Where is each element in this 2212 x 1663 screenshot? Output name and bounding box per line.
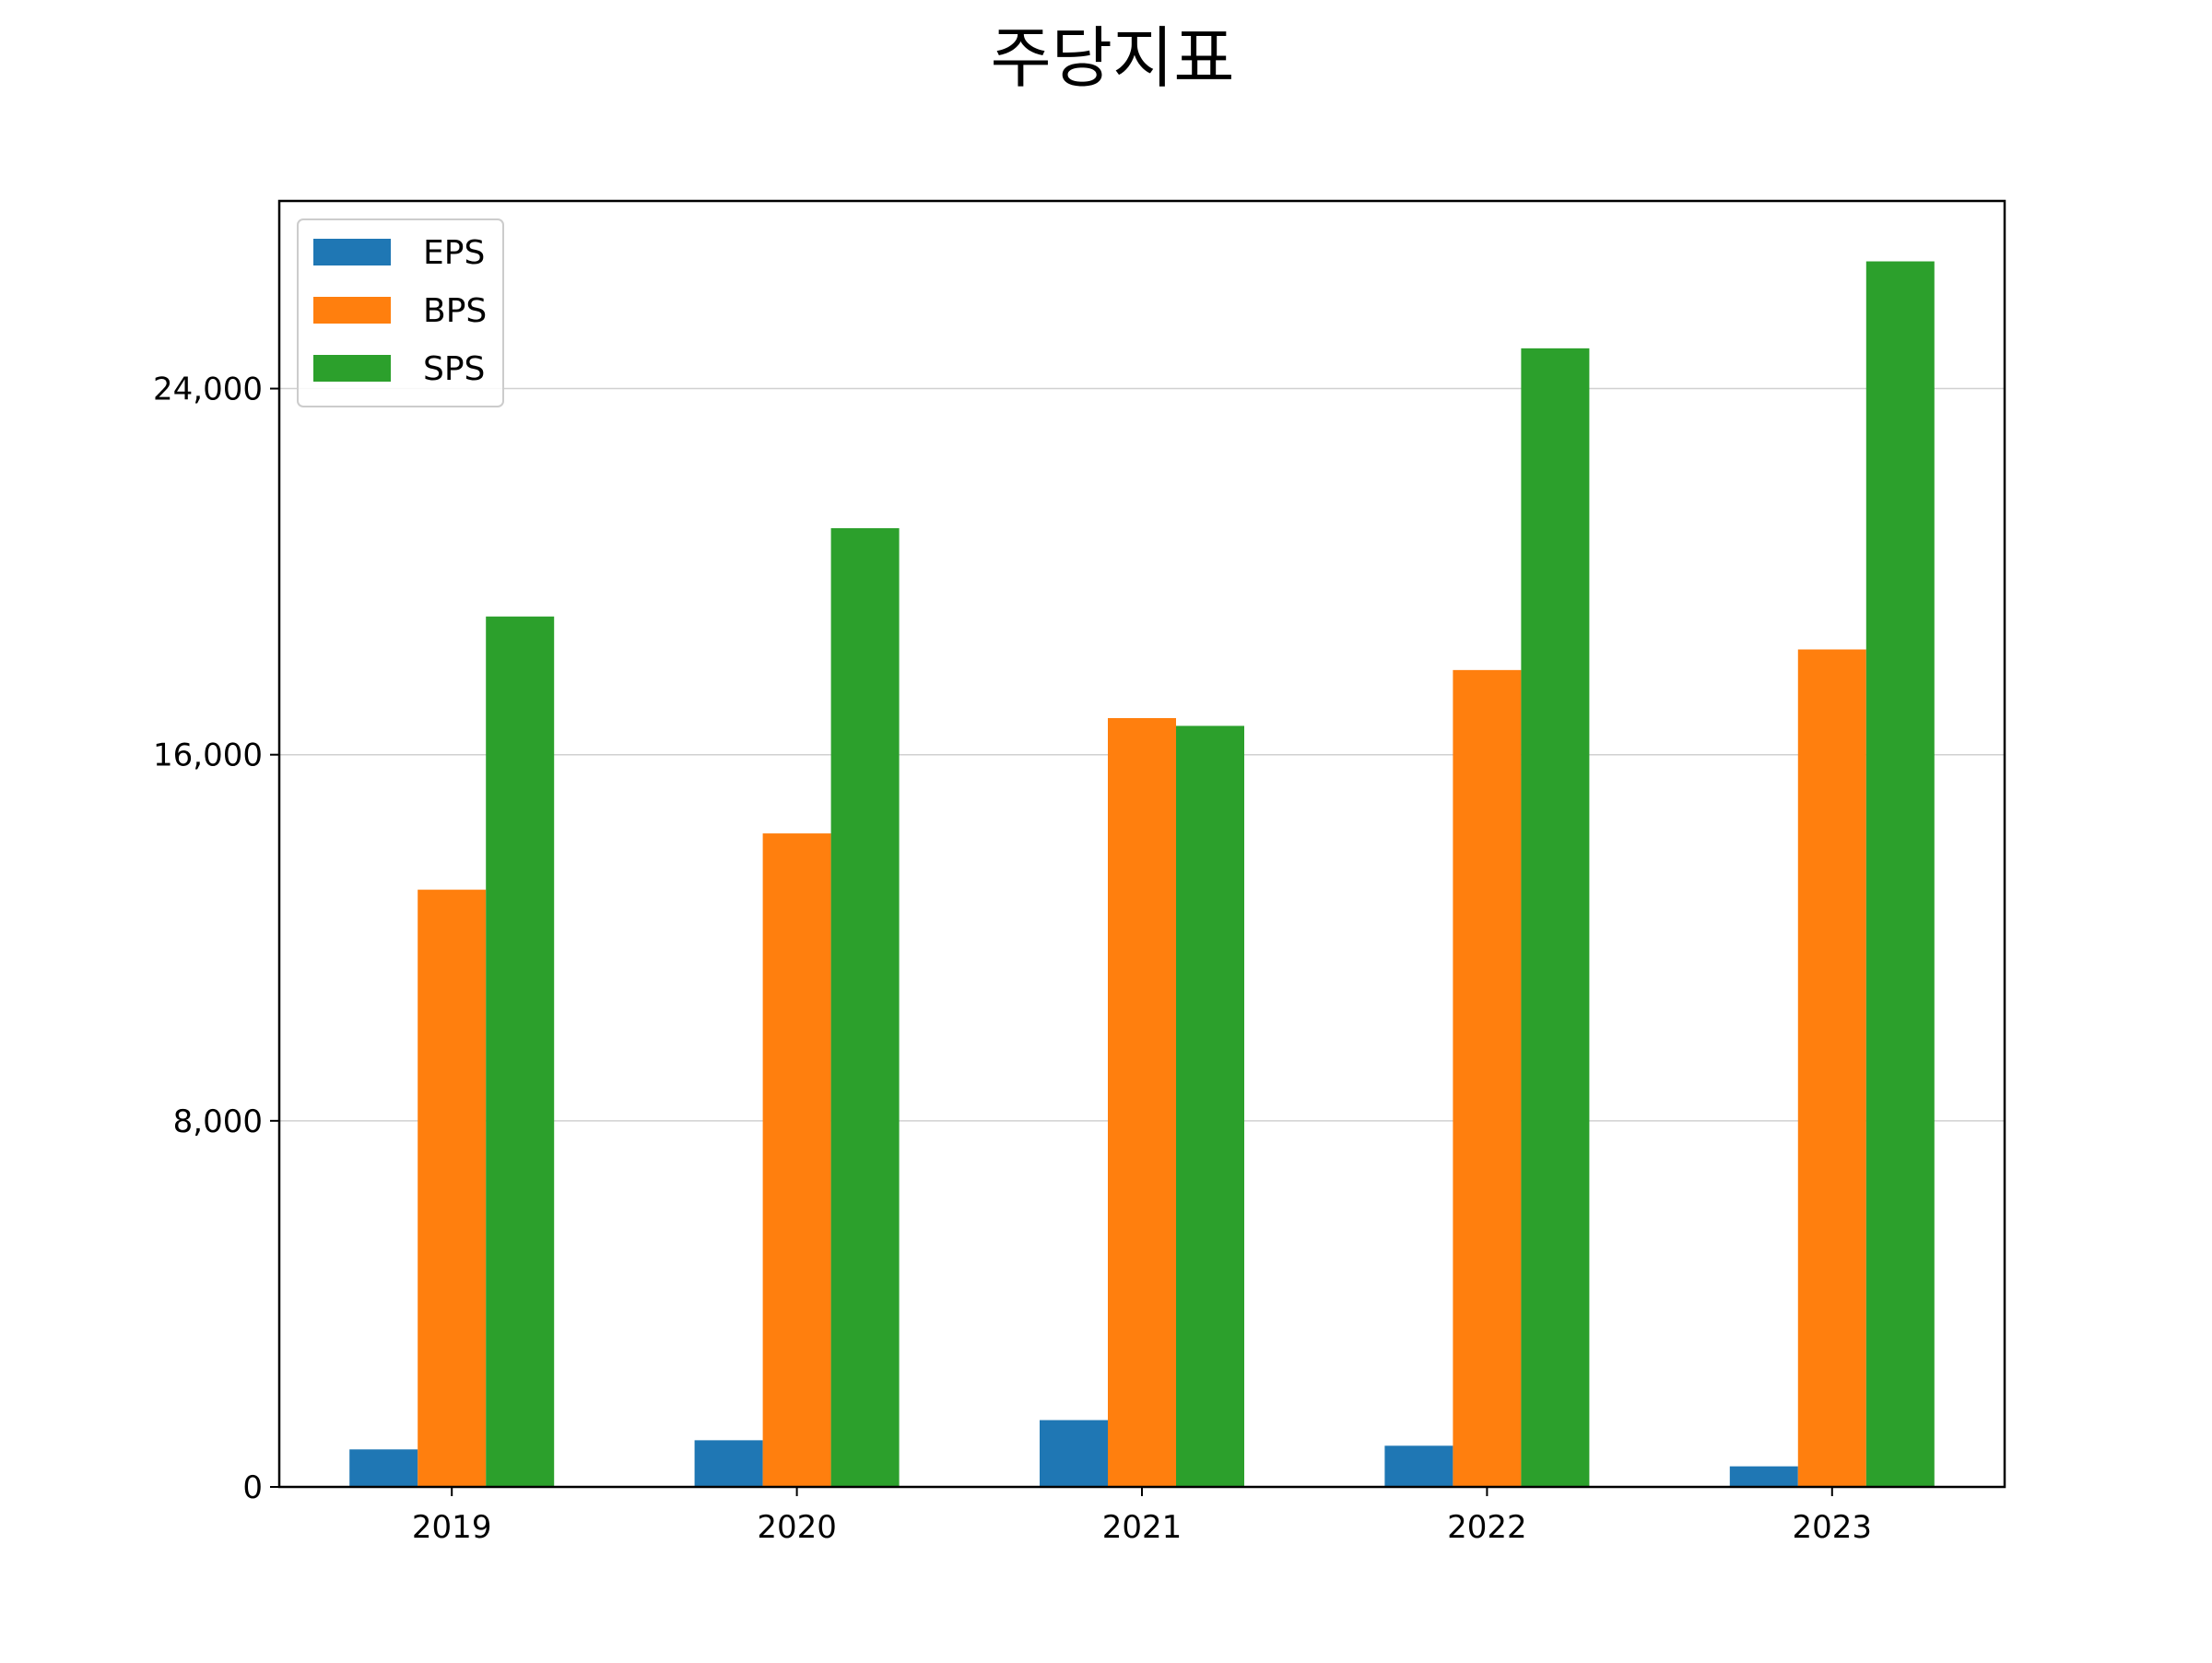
- y-tick-label: 8,000: [173, 1103, 263, 1140]
- bar-bps-2020: [762, 833, 831, 1487]
- bar-sps-2023: [1865, 261, 1935, 1487]
- x-tick-label: 2023: [1793, 1509, 1873, 1546]
- legend-swatch-sps: [313, 355, 391, 382]
- x-tick-label: 2019: [412, 1509, 492, 1546]
- legend-label-sps: SPS: [423, 350, 485, 388]
- y-axis-ticks: 0 8,000 16,000 24,000: [153, 372, 279, 1506]
- bar-bps-2022: [1453, 669, 1522, 1487]
- bar-sps-2021: [1176, 725, 1244, 1487]
- bars: [349, 261, 1935, 1487]
- legend-swatch-eps: [313, 239, 391, 265]
- legend-swatch-bps: [313, 297, 391, 324]
- legend: EPS BPS SPS: [297, 218, 504, 407]
- bar-eps-2019: [349, 1449, 418, 1487]
- bar-bps-2021: [1108, 717, 1176, 1487]
- y-tick-label: 16,000: [153, 737, 263, 774]
- bar-sps-2022: [1521, 348, 1590, 1487]
- bar-sps-2020: [830, 527, 900, 1487]
- bar-bps-2019: [418, 890, 487, 1487]
- y-tick-label: 0: [242, 1469, 263, 1506]
- x-axis-ticks: 2019 2020 2021 2022 2023: [412, 1487, 1872, 1546]
- x-tick-label: 2020: [757, 1509, 837, 1546]
- bar-bps-2023: [1797, 649, 1866, 1487]
- y-tick-label: 24,000: [153, 372, 263, 408]
- bar-eps-2021: [1040, 1420, 1108, 1487]
- bar-eps-2020: [694, 1440, 763, 1487]
- x-tick-label: 2022: [1447, 1509, 1527, 1546]
- legend-label-bps: BPS: [423, 292, 487, 330]
- bar-sps-2019: [486, 616, 555, 1487]
- chart-title: 주당지표: [991, 19, 1235, 97]
- x-tick-label: 2021: [1102, 1509, 1182, 1546]
- bar-eps-2022: [1384, 1445, 1453, 1487]
- legend-label-eps: EPS: [423, 234, 485, 272]
- bar-eps-2023: [1729, 1466, 1798, 1487]
